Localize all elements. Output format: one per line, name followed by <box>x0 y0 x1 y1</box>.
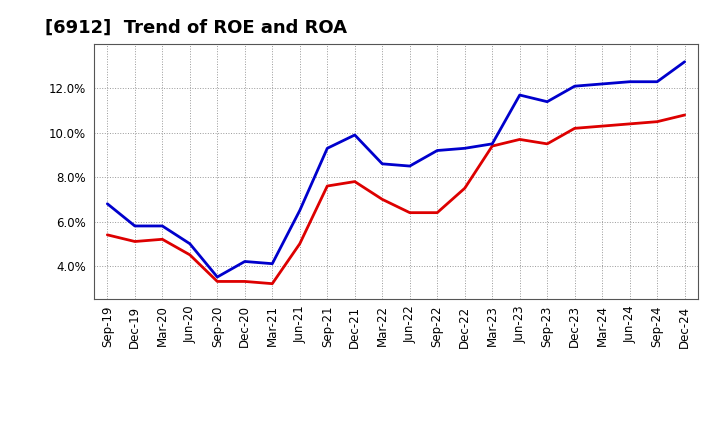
ROE <box>295 241 304 246</box>
ROA <box>680 59 689 64</box>
ROE <box>516 137 524 142</box>
ROA <box>186 241 194 246</box>
ROA <box>460 146 469 151</box>
ROE <box>213 279 222 284</box>
ROE <box>405 210 414 215</box>
ROA <box>653 79 662 84</box>
ROE <box>653 119 662 125</box>
ROA <box>351 132 359 138</box>
ROA <box>626 79 634 84</box>
ROE <box>433 210 441 215</box>
ROE <box>351 179 359 184</box>
ROA <box>323 146 332 151</box>
ROA <box>570 84 579 89</box>
ROA <box>213 275 222 280</box>
ROE <box>103 232 112 238</box>
ROE <box>378 197 387 202</box>
ROA <box>130 224 139 229</box>
ROA <box>240 259 249 264</box>
ROE <box>130 239 139 244</box>
ROA <box>103 201 112 206</box>
Legend: ROE, ROA: ROE, ROA <box>311 439 481 440</box>
ROE <box>570 126 579 131</box>
ROE <box>543 141 552 147</box>
ROA <box>158 224 166 229</box>
ROE <box>158 237 166 242</box>
ROA <box>433 148 441 153</box>
ROA <box>378 161 387 166</box>
ROE <box>626 121 634 127</box>
Line: ROA: ROA <box>107 62 685 277</box>
ROA <box>543 99 552 104</box>
ROE <box>268 281 276 286</box>
ROA <box>405 163 414 169</box>
ROE <box>598 124 606 129</box>
ROE <box>680 112 689 117</box>
ROE <box>460 186 469 191</box>
ROE <box>323 183 332 189</box>
Text: [6912]  Trend of ROE and ROA: [6912] Trend of ROE and ROA <box>45 19 347 37</box>
ROA <box>295 208 304 213</box>
ROA <box>598 81 606 87</box>
ROE <box>488 143 497 149</box>
ROE <box>240 279 249 284</box>
ROA <box>268 261 276 266</box>
Line: ROE: ROE <box>107 115 685 284</box>
ROA <box>488 141 497 147</box>
ROA <box>516 92 524 98</box>
ROE <box>186 252 194 257</box>
